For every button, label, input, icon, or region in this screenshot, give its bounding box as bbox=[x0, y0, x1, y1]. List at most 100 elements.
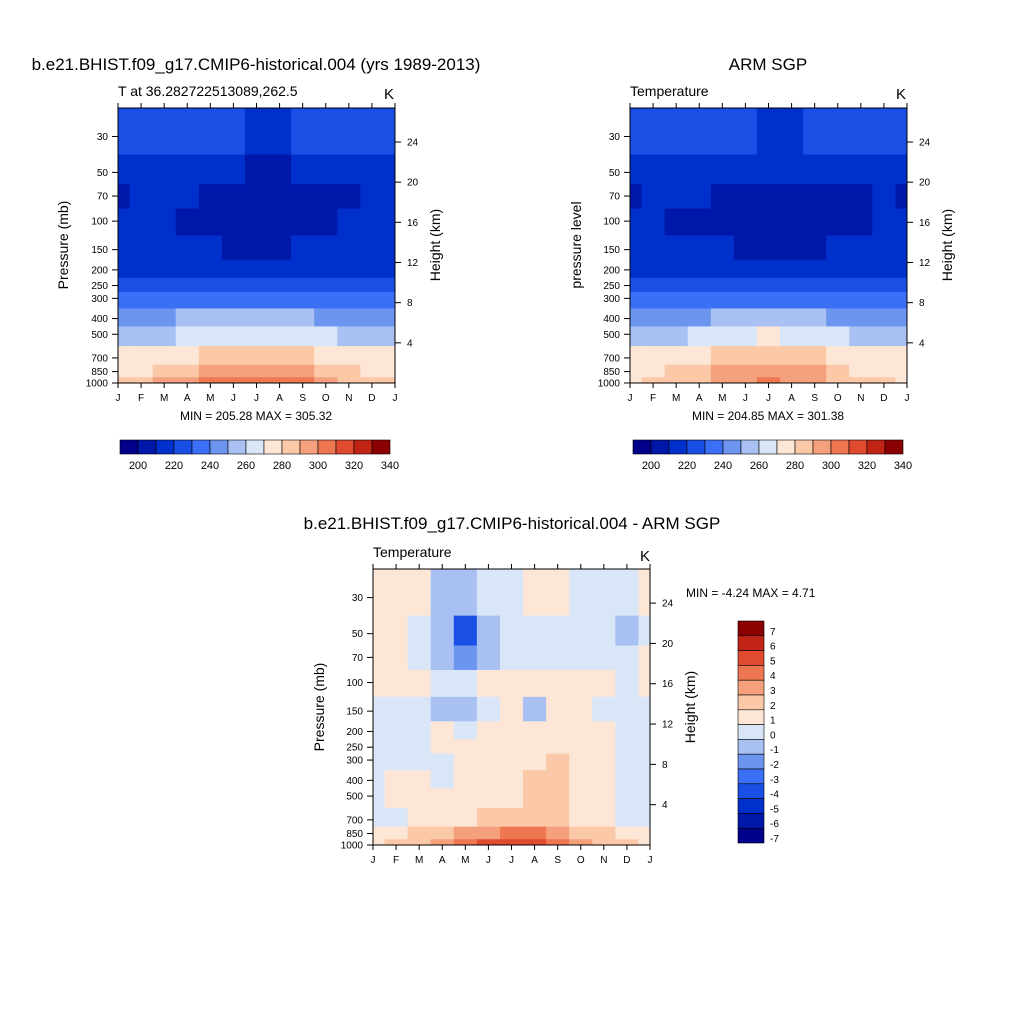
contour-cell bbox=[430, 807, 455, 828]
panel-obs: ARM SGP Temperature K J F M A M J J A S O N D J 30 50 7… bbox=[568, 55, 955, 472]
contour-cell bbox=[546, 739, 570, 755]
contour-cell bbox=[383, 184, 396, 210]
contour-cell bbox=[687, 326, 712, 347]
colorbar-label: -3 bbox=[770, 775, 779, 786]
x-tick-label: J bbox=[254, 393, 259, 404]
contour-cell bbox=[780, 346, 804, 366]
contour-cell bbox=[592, 669, 616, 698]
contour-cell bbox=[314, 259, 338, 279]
contour-cell bbox=[687, 208, 712, 236]
contour-cell bbox=[244, 308, 269, 327]
contour-cell bbox=[523, 696, 547, 722]
colorbar-swatch bbox=[155, 439, 175, 455]
contour-cell bbox=[499, 770, 524, 789]
contour-cell bbox=[453, 669, 478, 698]
contour-cell bbox=[430, 615, 455, 647]
contour-cell bbox=[175, 291, 200, 309]
contour-cell bbox=[546, 615, 570, 647]
contour-cell bbox=[499, 645, 524, 671]
contour-cell bbox=[291, 364, 315, 378]
contour-cell bbox=[268, 291, 292, 309]
contour-cell bbox=[826, 208, 850, 236]
contour-cell bbox=[314, 291, 338, 309]
contour-cell bbox=[733, 364, 758, 378]
contour-cell bbox=[360, 364, 384, 378]
contour-cell bbox=[152, 326, 177, 347]
contour-cell bbox=[384, 839, 409, 846]
colorbar-label: 1 bbox=[770, 716, 776, 727]
contour-cell bbox=[476, 807, 501, 828]
panel-diff: b.e21.BHIST.f09_g17.CMIP6-historical.004… bbox=[304, 514, 816, 866]
contour-cell bbox=[152, 364, 177, 378]
colorbar-swatch bbox=[227, 439, 247, 455]
contour-cell bbox=[499, 615, 524, 647]
contour-cell bbox=[244, 291, 269, 309]
contour-cell bbox=[664, 154, 689, 185]
contour-cell bbox=[175, 377, 200, 384]
contour-cell bbox=[476, 669, 501, 698]
contour-cell bbox=[849, 377, 873, 384]
contour-cell bbox=[129, 326, 154, 347]
contour-cell bbox=[664, 377, 689, 384]
contour-cell bbox=[895, 108, 908, 155]
contour-cell bbox=[849, 364, 873, 378]
contour-cell bbox=[638, 669, 651, 698]
contour-cell bbox=[733, 291, 758, 309]
contour-cell bbox=[630, 377, 643, 384]
contour-cell bbox=[615, 615, 639, 647]
colorbar-swatch bbox=[263, 439, 283, 455]
contour-cell bbox=[453, 645, 478, 671]
contour-cell bbox=[175, 259, 200, 279]
contour-cell bbox=[268, 326, 292, 347]
x-tick-label: F bbox=[138, 393, 144, 404]
colorbar-swatch bbox=[848, 439, 868, 455]
contour-cell bbox=[244, 184, 269, 210]
colorbar-swatch bbox=[737, 798, 765, 814]
contour-cell bbox=[118, 154, 131, 185]
contour-cell bbox=[756, 235, 781, 261]
contour-cell bbox=[872, 291, 896, 309]
contour-cell bbox=[384, 788, 409, 809]
contour-cell bbox=[523, 770, 547, 789]
contour-cell bbox=[756, 208, 781, 236]
contour-cell bbox=[523, 669, 547, 698]
x-tick-label: M bbox=[160, 393, 168, 404]
contour-cell bbox=[373, 826, 386, 840]
contour-cell bbox=[360, 108, 384, 155]
contour-cell bbox=[710, 277, 735, 293]
contour-cell bbox=[314, 364, 338, 378]
contour-cell bbox=[523, 569, 547, 617]
contour-cell bbox=[383, 235, 396, 261]
colorbar-label: 260 bbox=[750, 460, 768, 472]
contour-cell bbox=[407, 753, 432, 771]
contour-cell bbox=[373, 696, 386, 722]
contour-cell bbox=[291, 377, 315, 384]
colorbar-swatch bbox=[737, 650, 765, 666]
contour-cell bbox=[803, 259, 827, 279]
contour-cell bbox=[407, 770, 432, 789]
contour-cell bbox=[710, 377, 735, 384]
contour-cell bbox=[499, 788, 524, 809]
contour-cell bbox=[733, 208, 758, 236]
contour-cell bbox=[129, 184, 154, 210]
colorbar-swatch bbox=[737, 694, 765, 711]
y-right-tick-label: 8 bbox=[407, 298, 413, 309]
contour-cell bbox=[546, 770, 570, 789]
x-tick-label: A bbox=[531, 855, 538, 866]
contour-cell bbox=[895, 277, 908, 293]
contour-cell bbox=[360, 377, 384, 384]
contour-cell bbox=[118, 364, 131, 378]
colorbar-label: 300 bbox=[309, 460, 327, 472]
x-tick-label: S bbox=[554, 855, 561, 866]
contour-cell bbox=[337, 364, 361, 378]
colorbar-label: 280 bbox=[786, 460, 804, 472]
contour-cell bbox=[175, 208, 200, 236]
contour-cell bbox=[664, 235, 689, 261]
y-tick-label: 400 bbox=[603, 314, 620, 325]
contour-cell bbox=[198, 259, 223, 279]
x-tick-label: S bbox=[299, 393, 306, 404]
colorbar-swatch bbox=[209, 439, 229, 455]
x-tick-label: J bbox=[371, 855, 376, 866]
contour-cell bbox=[221, 277, 246, 293]
contour-cell bbox=[118, 326, 131, 347]
